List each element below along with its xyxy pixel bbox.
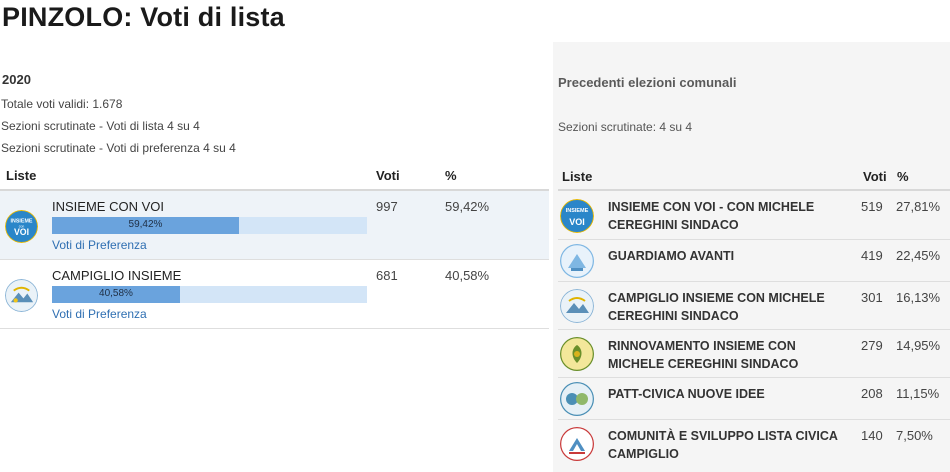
list-logo-icon: INSIEME VOI [560, 199, 594, 233]
list-percentage: 14,95% [896, 338, 941, 353]
list-name: RINNOVAMENTO INSIEME CON MICHELE CEREGHI… [608, 339, 799, 371]
list-logo-icon [560, 289, 594, 323]
list-percentage: 40,58% [445, 268, 490, 283]
list-logo-icon [560, 244, 594, 278]
previous-sections: Sezioni scrutinate: 4 su 4 [558, 120, 693, 134]
vote-share-fill: 40,58% [52, 286, 180, 303]
current-election-panel: 2020 Totale voti validi: 1.678 Sezioni s… [0, 72, 549, 329]
list-logo-icon [5, 279, 38, 312]
table-row: INSIEME con VOI INSIEME CON VOI 59,42% V… [0, 191, 549, 260]
list-name: PATT-CIVICA NUOVE IDEE [608, 387, 765, 401]
list-votes: 208 [861, 386, 883, 401]
svg-text:VOI: VOI [14, 227, 29, 237]
table-header: Liste Voti % [558, 164, 950, 191]
list-name: CAMPIGLIO INSIEME [52, 268, 182, 283]
preference-votes-link[interactable]: Voti di Preferenza [52, 238, 147, 252]
previous-title: Precedenti elezioni comunali [558, 75, 737, 90]
vote-share-bar: 59,42% [52, 217, 367, 234]
vote-share-bar: 40,58% [52, 286, 367, 303]
previous-results-table: Liste Voti % INSIEME VOI INSIEME CON VOI… [558, 164, 950, 470]
table-row: CAMPIGLIO INSIEME 40,58% Voti di Prefere… [0, 260, 549, 329]
election-year: 2020 [2, 72, 31, 87]
vote-share-fill: 59,42% [52, 217, 239, 234]
list-logo-icon [560, 382, 594, 416]
svg-text:INSIEME: INSIEME [11, 219, 33, 225]
list-votes: 279 [861, 338, 883, 353]
header-liste: Liste [6, 168, 37, 183]
preference-votes-link[interactable]: Voti di Preferenza [52, 307, 147, 321]
table-row: INSIEME VOI INSIEME CON VOI - CON MICHEL… [558, 191, 950, 240]
svg-text:con: con [19, 224, 25, 228]
previous-election-panel: Precedenti elezioni comunali Sezioni scr… [553, 42, 950, 472]
list-percentage: 11,15% [896, 386, 940, 401]
list-percentage: 59,42% [445, 199, 490, 214]
header-voti: Voti [863, 169, 887, 184]
current-results-table: Liste Voti % INSIEME con VOI INSIEME CON… [0, 164, 549, 329]
header-voti: Voti [376, 168, 400, 183]
svg-text:VOI: VOI [569, 217, 585, 227]
header-perc: % [897, 169, 909, 184]
list-percentage: 22,45% [896, 248, 941, 263]
list-votes: 140 [861, 428, 883, 443]
list-percentage: 7,50% [896, 428, 933, 443]
page-title: PINZOLO: Voti di lista [2, 2, 285, 32]
vote-share-label: 40,58% [99, 288, 133, 299]
table-row: RINNOVAMENTO INSIEME CON MICHELE CEREGHI… [558, 330, 950, 378]
list-name: GUARDIAMO AVANTI [608, 249, 735, 263]
table-row: GUARDIAMO AVANTI 419 22,45% [558, 240, 950, 282]
list-votes: 997 [376, 199, 398, 214]
vote-share-label: 59,42% [128, 219, 163, 230]
svg-text:INSIEME: INSIEME [566, 208, 589, 214]
header-perc: % [445, 168, 457, 183]
list-votes: 681 [376, 268, 398, 283]
header-liste: Liste [562, 169, 593, 184]
list-name: INSIEME CON VOI [52, 199, 164, 214]
sections-list-votes: Sezioni scrutinate - Voti di lista 4 su … [1, 119, 200, 133]
list-logo-icon [560, 337, 594, 371]
table-row: PATT-CIVICA NUOVE IDEE 208 11,15% [558, 378, 950, 420]
list-votes: 419 [861, 248, 883, 263]
list-votes: 301 [861, 290, 883, 305]
list-name: CAMPIGLIO INSIEME CON MICHELE CEREGHINI … [608, 291, 825, 323]
total-valid-votes: Totale voti validi: 1.678 [1, 97, 123, 111]
table-row: COMUNITÀ E SVILUPPO LISTA CIVICA CAMPIGL… [558, 420, 950, 470]
list-logo-icon [560, 427, 594, 461]
table-header: Liste Voti % [0, 164, 549, 191]
sections-preference-votes: Sezioni scrutinate - Voti di preferenza … [1, 141, 236, 155]
list-logo-icon: INSIEME con VOI [5, 210, 38, 243]
list-name: INSIEME CON VOI - CON MICHELE CEREGHINI … [608, 200, 815, 232]
table-row: CAMPIGLIO INSIEME CON MICHELE CEREGHINI … [558, 282, 950, 330]
list-percentage: 16,13% [896, 290, 941, 305]
list-votes: 519 [861, 199, 883, 214]
list-percentage: 27,81% [896, 199, 941, 214]
list-name: COMUNITÀ E SVILUPPO LISTA CIVICA CAMPIGL… [608, 429, 838, 461]
